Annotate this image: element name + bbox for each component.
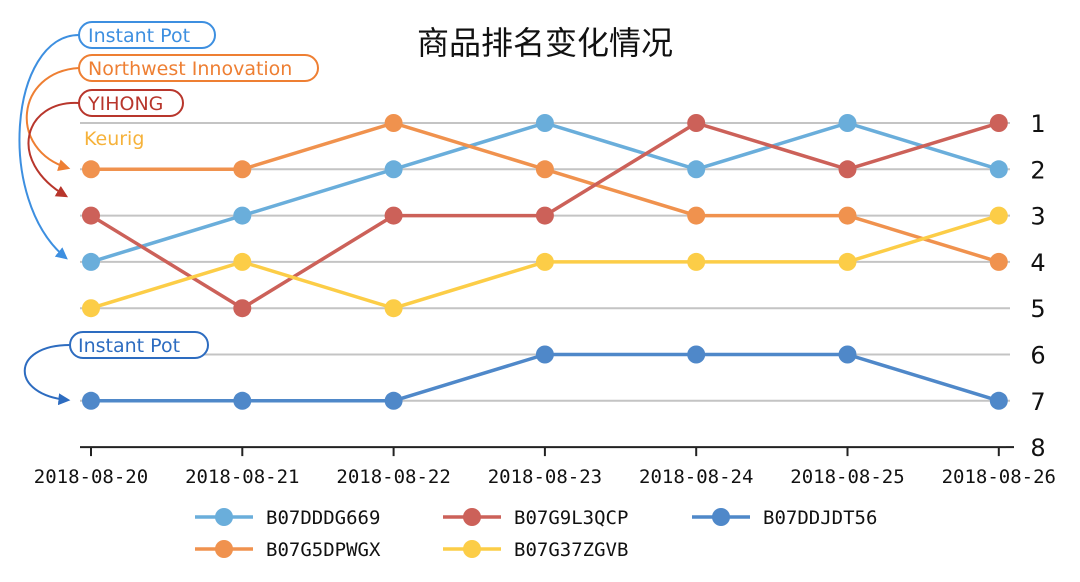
- data-point: [384, 206, 403, 225]
- series-line: [91, 121, 1000, 264]
- data-point: [384, 114, 403, 132]
- x-tick-label: 2018-08-22: [336, 466, 450, 488]
- series-B07G9L3QCP: [82, 114, 1008, 318]
- annotation-label: Northwest Innovation: [88, 58, 292, 80]
- data-point: [687, 206, 706, 225]
- series-lines: [82, 114, 1008, 410]
- x-tick-label: 2018-08-26: [942, 466, 1056, 488]
- data-point: [233, 391, 252, 410]
- y-tick-label: 1: [1030, 110, 1045, 138]
- x-tick-label: 2018-08-25: [790, 466, 904, 488]
- annotation-arrow: [27, 101, 80, 198]
- legend-marker: [215, 508, 233, 526]
- annotation-arrow: [18, 34, 80, 260]
- legend-marker: [463, 508, 481, 526]
- data-point: [838, 114, 857, 132]
- annotation-box: [78, 54, 319, 82]
- y-tick-label: 6: [1030, 342, 1045, 370]
- data-point: [384, 299, 403, 318]
- series-B07DDDG669: [82, 114, 1008, 271]
- data-point: [233, 206, 252, 225]
- data-point: [687, 160, 706, 179]
- series-B07G37ZGVB: [82, 206, 1008, 318]
- x-tick-label: 2018-08-23: [488, 466, 602, 488]
- annotation: Instant Pot: [18, 21, 216, 260]
- y-tick-label: 3: [1030, 203, 1045, 231]
- data-point: [989, 206, 1008, 225]
- x-tick-label: 2018-08-21: [185, 466, 299, 488]
- legend-item: B07DDJDT56: [692, 507, 877, 529]
- data-point: [82, 206, 100, 225]
- annotation: YIHONG: [27, 89, 184, 198]
- annotation-box: [69, 331, 209, 359]
- y-tick-label: 7: [1030, 388, 1045, 416]
- data-point: [233, 299, 252, 318]
- y-tick-label: 5: [1030, 295, 1045, 323]
- data-point: [233, 252, 252, 271]
- data-point: [535, 252, 554, 271]
- series-B07DDJDT56: [82, 345, 1008, 410]
- y-tick-label: 8: [1030, 434, 1045, 462]
- legend-item: B07G37ZGVB: [443, 539, 628, 561]
- legend-label: B07G37ZGVB: [514, 539, 628, 561]
- data-point: [535, 345, 554, 364]
- data-point: [687, 114, 706, 132]
- chart-title: 商品排名变化情况: [417, 24, 673, 62]
- data-point: [838, 345, 857, 364]
- legend-label: B07DDJDT56: [763, 507, 877, 529]
- data-point: [989, 252, 1008, 271]
- data-point: [838, 160, 857, 179]
- data-point: [535, 114, 554, 132]
- data-point: [838, 252, 857, 271]
- data-point: [82, 252, 100, 271]
- legend-marker: [463, 540, 481, 558]
- legend-item: B07G5DPWGX: [195, 539, 381, 561]
- data-point: [989, 160, 1008, 179]
- annotation-arrow: [23, 344, 71, 406]
- legend-item: B07DDDG669: [195, 507, 380, 529]
- legend-label: B07G9L3QCP: [514, 507, 628, 529]
- data-point: [687, 252, 706, 271]
- x-tick-label: 2018-08-20: [34, 466, 148, 488]
- y-tick-label: 2: [1030, 156, 1045, 184]
- data-point: [535, 160, 554, 179]
- legend-label: B07DDDG669: [266, 507, 380, 529]
- data-point: [82, 391, 100, 410]
- data-point: [233, 160, 252, 179]
- series-line: [90, 121, 1000, 264]
- data-point: [384, 160, 403, 179]
- legend: B07DDDG669 B07G9L3QCP B07DDJDT56 B07G5DPWGX…: [195, 507, 877, 561]
- y-tick-label: 4: [1030, 249, 1045, 277]
- annotation-box: [78, 89, 184, 117]
- annotation-arrow: [25, 67, 80, 171]
- legend-marker: [215, 540, 233, 558]
- legend-label: B07G5DPWGX: [266, 539, 381, 561]
- annotation-label: YIHONG: [87, 93, 163, 115]
- annotations: Instant Pot Northwest Innovation YIHONG Keu…: [18, 21, 319, 406]
- data-point: [838, 206, 857, 225]
- annotation: Keurig: [84, 128, 144, 150]
- data-point: [687, 345, 706, 364]
- data-point: [989, 391, 1008, 410]
- series-B07G5DPWGX: [82, 114, 1008, 271]
- annotation-label: Instant Pot: [78, 335, 180, 357]
- data-point: [82, 299, 100, 318]
- data-point: [535, 206, 554, 225]
- annotation-box: [78, 21, 216, 49]
- annotation-label: Keurig: [84, 128, 144, 150]
- legend-marker: [712, 508, 730, 526]
- data-point: [989, 114, 1008, 132]
- x-tick-label: 2018-08-24: [639, 466, 753, 488]
- data-point: [384, 391, 403, 410]
- annotation: Northwest Innovation: [25, 54, 319, 171]
- legend-item: B07G9L3QCP: [443, 507, 628, 529]
- annotation-label: Instant Pot: [88, 25, 190, 47]
- annotation: Instant Pot: [23, 331, 209, 406]
- data-point: [82, 160, 100, 179]
- axes: 1 2 3 4 5 6 7 8 2018-08-20 2018-08-21 2018-08-22 20…: [34, 110, 1056, 488]
